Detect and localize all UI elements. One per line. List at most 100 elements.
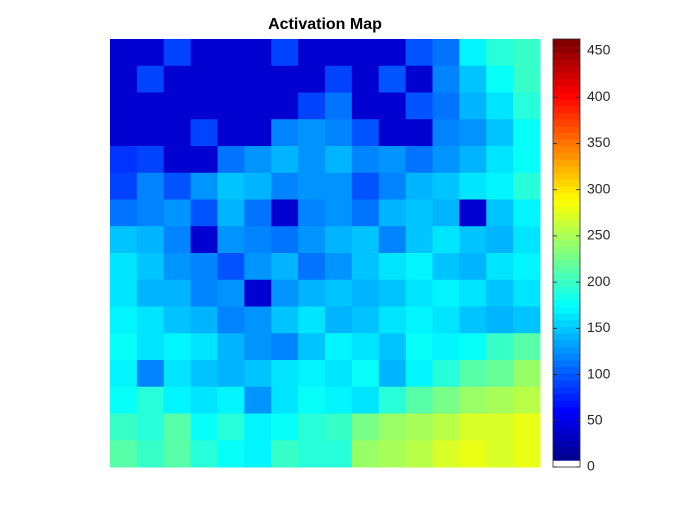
colorbar-tick-label: 400	[587, 88, 611, 104]
heatmap-cell	[351, 65, 380, 93]
heatmap-cell	[432, 360, 460, 388]
heatmap-cell	[378, 199, 407, 227]
colorbar-swatch	[553, 246, 580, 254]
heatmap-cell	[190, 279, 218, 307]
heatmap-cell	[378, 253, 407, 281]
heatmap-cell	[351, 199, 380, 227]
heatmap-cell	[298, 386, 326, 414]
heatmap-cell	[163, 119, 192, 147]
heatmap-cell	[432, 253, 460, 281]
colorbar-swatch	[553, 360, 580, 368]
heatmap-cell	[163, 172, 192, 200]
heatmap-cell	[378, 119, 407, 147]
heatmap-cell	[486, 386, 514, 414]
heatmap-cell	[378, 306, 407, 334]
colorbar-swatch	[553, 313, 580, 321]
heatmap-cell	[190, 386, 218, 414]
heatmap-cell	[378, 386, 407, 414]
heatmap-cell	[432, 65, 460, 93]
heatmap-cell	[163, 146, 192, 174]
heatmap-cell	[271, 253, 299, 281]
heatmap-cell	[405, 146, 433, 174]
heatmap-cell	[110, 386, 138, 414]
colorbar-tick-label: 0	[587, 458, 595, 474]
heatmap-cell	[217, 360, 245, 388]
heatmap-cell	[298, 253, 326, 281]
heatmap-cell	[298, 306, 326, 334]
heatmap-cell	[513, 226, 541, 254]
heatmap-cell	[325, 333, 353, 361]
heatmap-cell	[351, 360, 380, 388]
colorbar-swatch	[553, 45, 580, 53]
colorbar-swatch	[553, 366, 580, 374]
heatmap-cell	[513, 440, 541, 468]
heatmap-cell	[190, 333, 218, 361]
heatmap-cell	[136, 119, 165, 147]
heatmap-cell	[136, 386, 165, 414]
heatmap-cell	[432, 306, 460, 334]
heatmap-cell	[163, 92, 192, 120]
heatmap-cell	[271, 440, 299, 468]
heatmap-cell	[432, 146, 460, 174]
heatmap-cell	[486, 226, 514, 254]
heatmap-cell	[163, 386, 192, 414]
heatmap-cell	[378, 92, 407, 120]
colorbar-swatch	[553, 166, 580, 174]
heatmap-cell	[110, 92, 138, 120]
heatmap-cell	[351, 279, 380, 307]
heatmap-cell	[459, 92, 487, 120]
heatmap-cell	[351, 253, 380, 281]
heatmap-cell	[271, 199, 299, 227]
heatmap-cell	[190, 92, 218, 120]
heatmap-cell	[110, 39, 138, 67]
heatmap-cell	[325, 253, 353, 281]
heatmap-cell	[432, 39, 460, 67]
heatmap-cell	[163, 279, 192, 307]
heatmap-cell	[432, 440, 460, 468]
heatmap-cell	[351, 413, 380, 441]
heatmap-cell	[110, 226, 138, 254]
heatmap-cell	[459, 386, 487, 414]
colorbar-swatch	[553, 266, 580, 274]
colorbar-swatch	[553, 293, 580, 301]
heatmap-cell	[405, 386, 433, 414]
heatmap-cell	[486, 65, 514, 93]
heatmap-cell	[190, 253, 218, 281]
heatmap-cell	[405, 253, 433, 281]
heatmap-cell	[486, 146, 514, 174]
heatmap-cell	[217, 306, 245, 334]
heatmap-cell	[486, 253, 514, 281]
colorbar-swatch	[553, 232, 580, 241]
heatmap-cell	[190, 172, 218, 200]
heatmap-cell	[271, 306, 299, 334]
heatmap-cell	[432, 92, 460, 120]
heatmap-cell	[244, 146, 272, 174]
heatmap-cell	[325, 92, 353, 120]
colorbar-swatch	[553, 39, 580, 47]
colorbar: 0 50 100 150 200 250 300 350 400 450	[552, 38, 611, 474]
heatmap-cell	[459, 440, 487, 468]
heatmap-cell	[486, 39, 514, 67]
heatmap-cell	[163, 333, 192, 361]
colorbar-swatch	[553, 426, 580, 434]
heatmap-cell	[271, 360, 299, 388]
heatmap-cell	[244, 360, 272, 388]
heatmap-cell	[486, 440, 514, 468]
heatmap-cell	[486, 172, 514, 200]
colorbar-swatch	[553, 199, 580, 207]
heatmap-cell	[513, 306, 541, 334]
heatmap-cell	[298, 39, 326, 67]
heatmap-cell	[271, 386, 299, 414]
heatmap-cell	[432, 413, 460, 441]
heatmap-cell	[513, 119, 541, 147]
heatmap-cell	[217, 172, 245, 200]
heatmap-cell	[405, 440, 433, 468]
colorbar-swatch	[553, 192, 580, 200]
colorbar-swatch	[553, 319, 580, 327]
heatmap-cell	[459, 199, 487, 227]
colorbar-swatch	[553, 433, 580, 441]
heatmap-cell	[513, 279, 541, 307]
colorbar-swatch	[553, 52, 580, 60]
colorbar-swatch	[553, 132, 580, 140]
